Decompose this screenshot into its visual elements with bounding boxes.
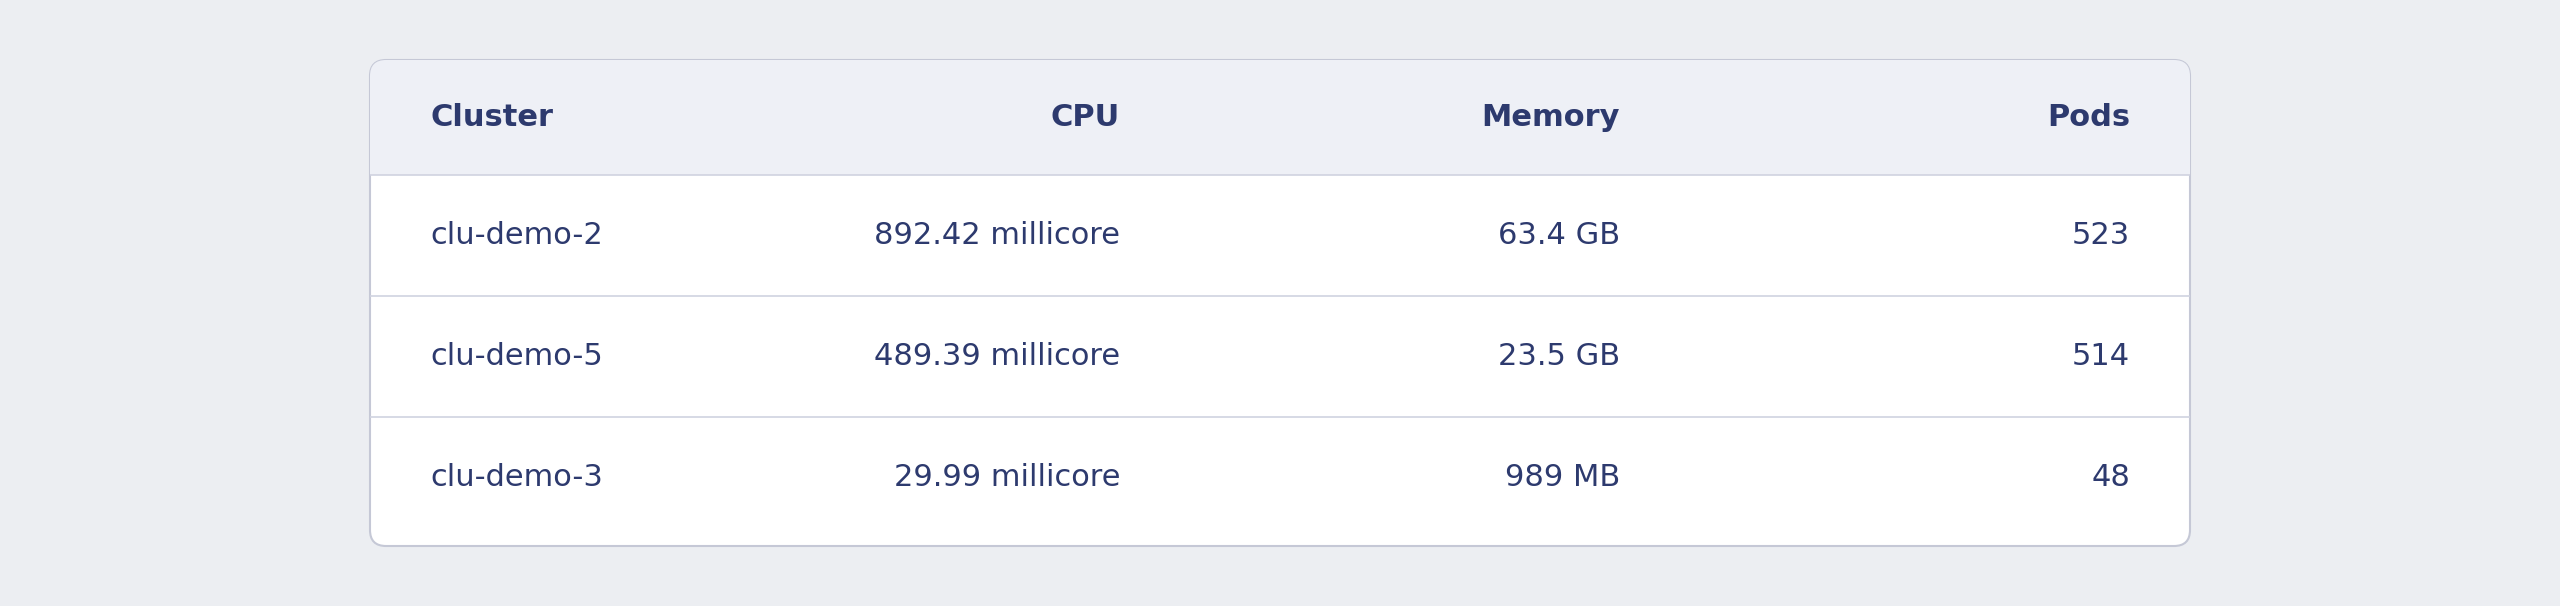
Text: Pods: Pods	[2048, 103, 2130, 132]
Text: 29.99 millicore: 29.99 millicore	[893, 463, 1121, 492]
Text: clu-demo-2: clu-demo-2	[430, 221, 602, 250]
Text: 23.5 GB: 23.5 GB	[1498, 342, 1620, 371]
Text: 489.39 millicore: 489.39 millicore	[873, 342, 1121, 371]
Text: 892.42 millicore: 892.42 millicore	[873, 221, 1121, 250]
Text: 989 MB: 989 MB	[1505, 463, 1620, 492]
FancyBboxPatch shape	[371, 60, 2189, 175]
Text: CPU: CPU	[1050, 103, 1121, 132]
Text: clu-demo-3: clu-demo-3	[430, 463, 602, 492]
FancyBboxPatch shape	[371, 60, 2189, 546]
Text: 523: 523	[2071, 221, 2130, 250]
Bar	[371, 117, 2189, 175]
Text: Cluster: Cluster	[430, 103, 553, 132]
Text: Memory: Memory	[1482, 103, 1620, 132]
Text: 48: 48	[2092, 463, 2130, 492]
Text: 514: 514	[2071, 342, 2130, 371]
Text: 63.4 GB: 63.4 GB	[1498, 221, 1620, 250]
Text: clu-demo-5: clu-demo-5	[430, 342, 602, 371]
